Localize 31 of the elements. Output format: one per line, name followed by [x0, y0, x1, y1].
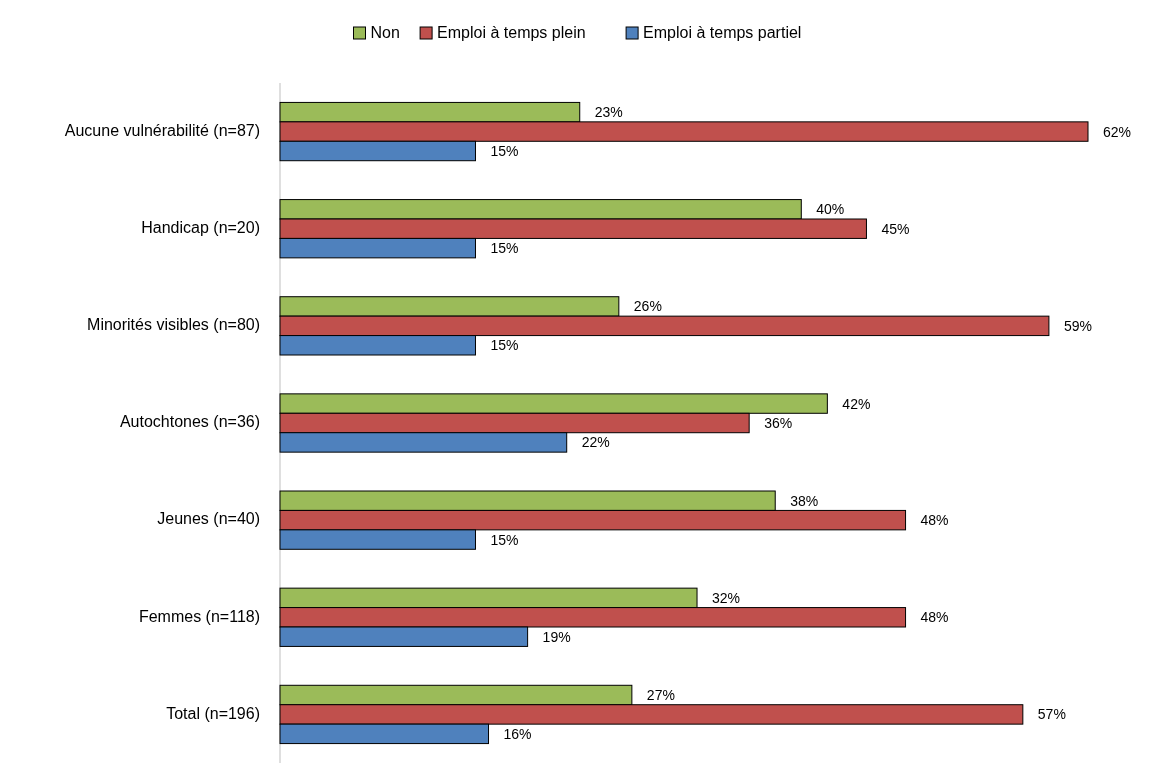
- data-label: 27%: [646, 687, 675, 703]
- data-label: 23%: [594, 104, 623, 121]
- data-label: 15%: [490, 143, 519, 159]
- data-label: 15%: [490, 240, 519, 257]
- data-label: 36%: [764, 415, 793, 431]
- data-label: 32%: [712, 589, 741, 606]
- data-label: 48%: [920, 512, 949, 529]
- legend-label: Non: [370, 24, 400, 41]
- data-label: 15%: [490, 531, 519, 548]
- data-label: 15%: [490, 337, 519, 354]
- data-label: 38%: [790, 492, 819, 509]
- y-tick-label: Minorités visibles (n=80): [87, 316, 260, 334]
- data-label: 45%: [881, 220, 910, 237]
- data-label: 26%: [633, 298, 662, 315]
- data-label: 16%: [503, 725, 532, 742]
- y-tick-label: Aucune vulnérabilité (n=87): [64, 121, 260, 139]
- data-label: 48%: [920, 609, 949, 626]
- data-label: 42%: [842, 395, 871, 412]
- data-label: 40%: [816, 201, 845, 218]
- legend-label: Emploi à temps plein: [437, 24, 586, 41]
- y-tick-label: Femmes (n=118): [138, 607, 260, 625]
- data-label: 57%: [1037, 706, 1066, 723]
- y-tick-label: Jeunes (n=40): [157, 510, 260, 528]
- legend-label: Emploi à temps partiel: [643, 24, 802, 41]
- y-tick-label: Total (n=196): [166, 704, 260, 722]
- data-label: 19%: [542, 628, 571, 645]
- y-tick-label: Autochtones (n=36): [119, 413, 260, 431]
- data-label: 22%: [581, 434, 610, 451]
- data-label: 59%: [1063, 317, 1092, 334]
- y-tick-label: Handicap (n=20): [141, 218, 260, 236]
- data-label: 62%: [1103, 123, 1132, 140]
